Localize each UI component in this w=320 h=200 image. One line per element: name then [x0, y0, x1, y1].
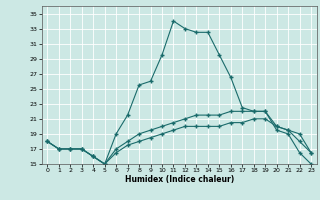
X-axis label: Humidex (Indice chaleur): Humidex (Indice chaleur): [124, 175, 234, 184]
